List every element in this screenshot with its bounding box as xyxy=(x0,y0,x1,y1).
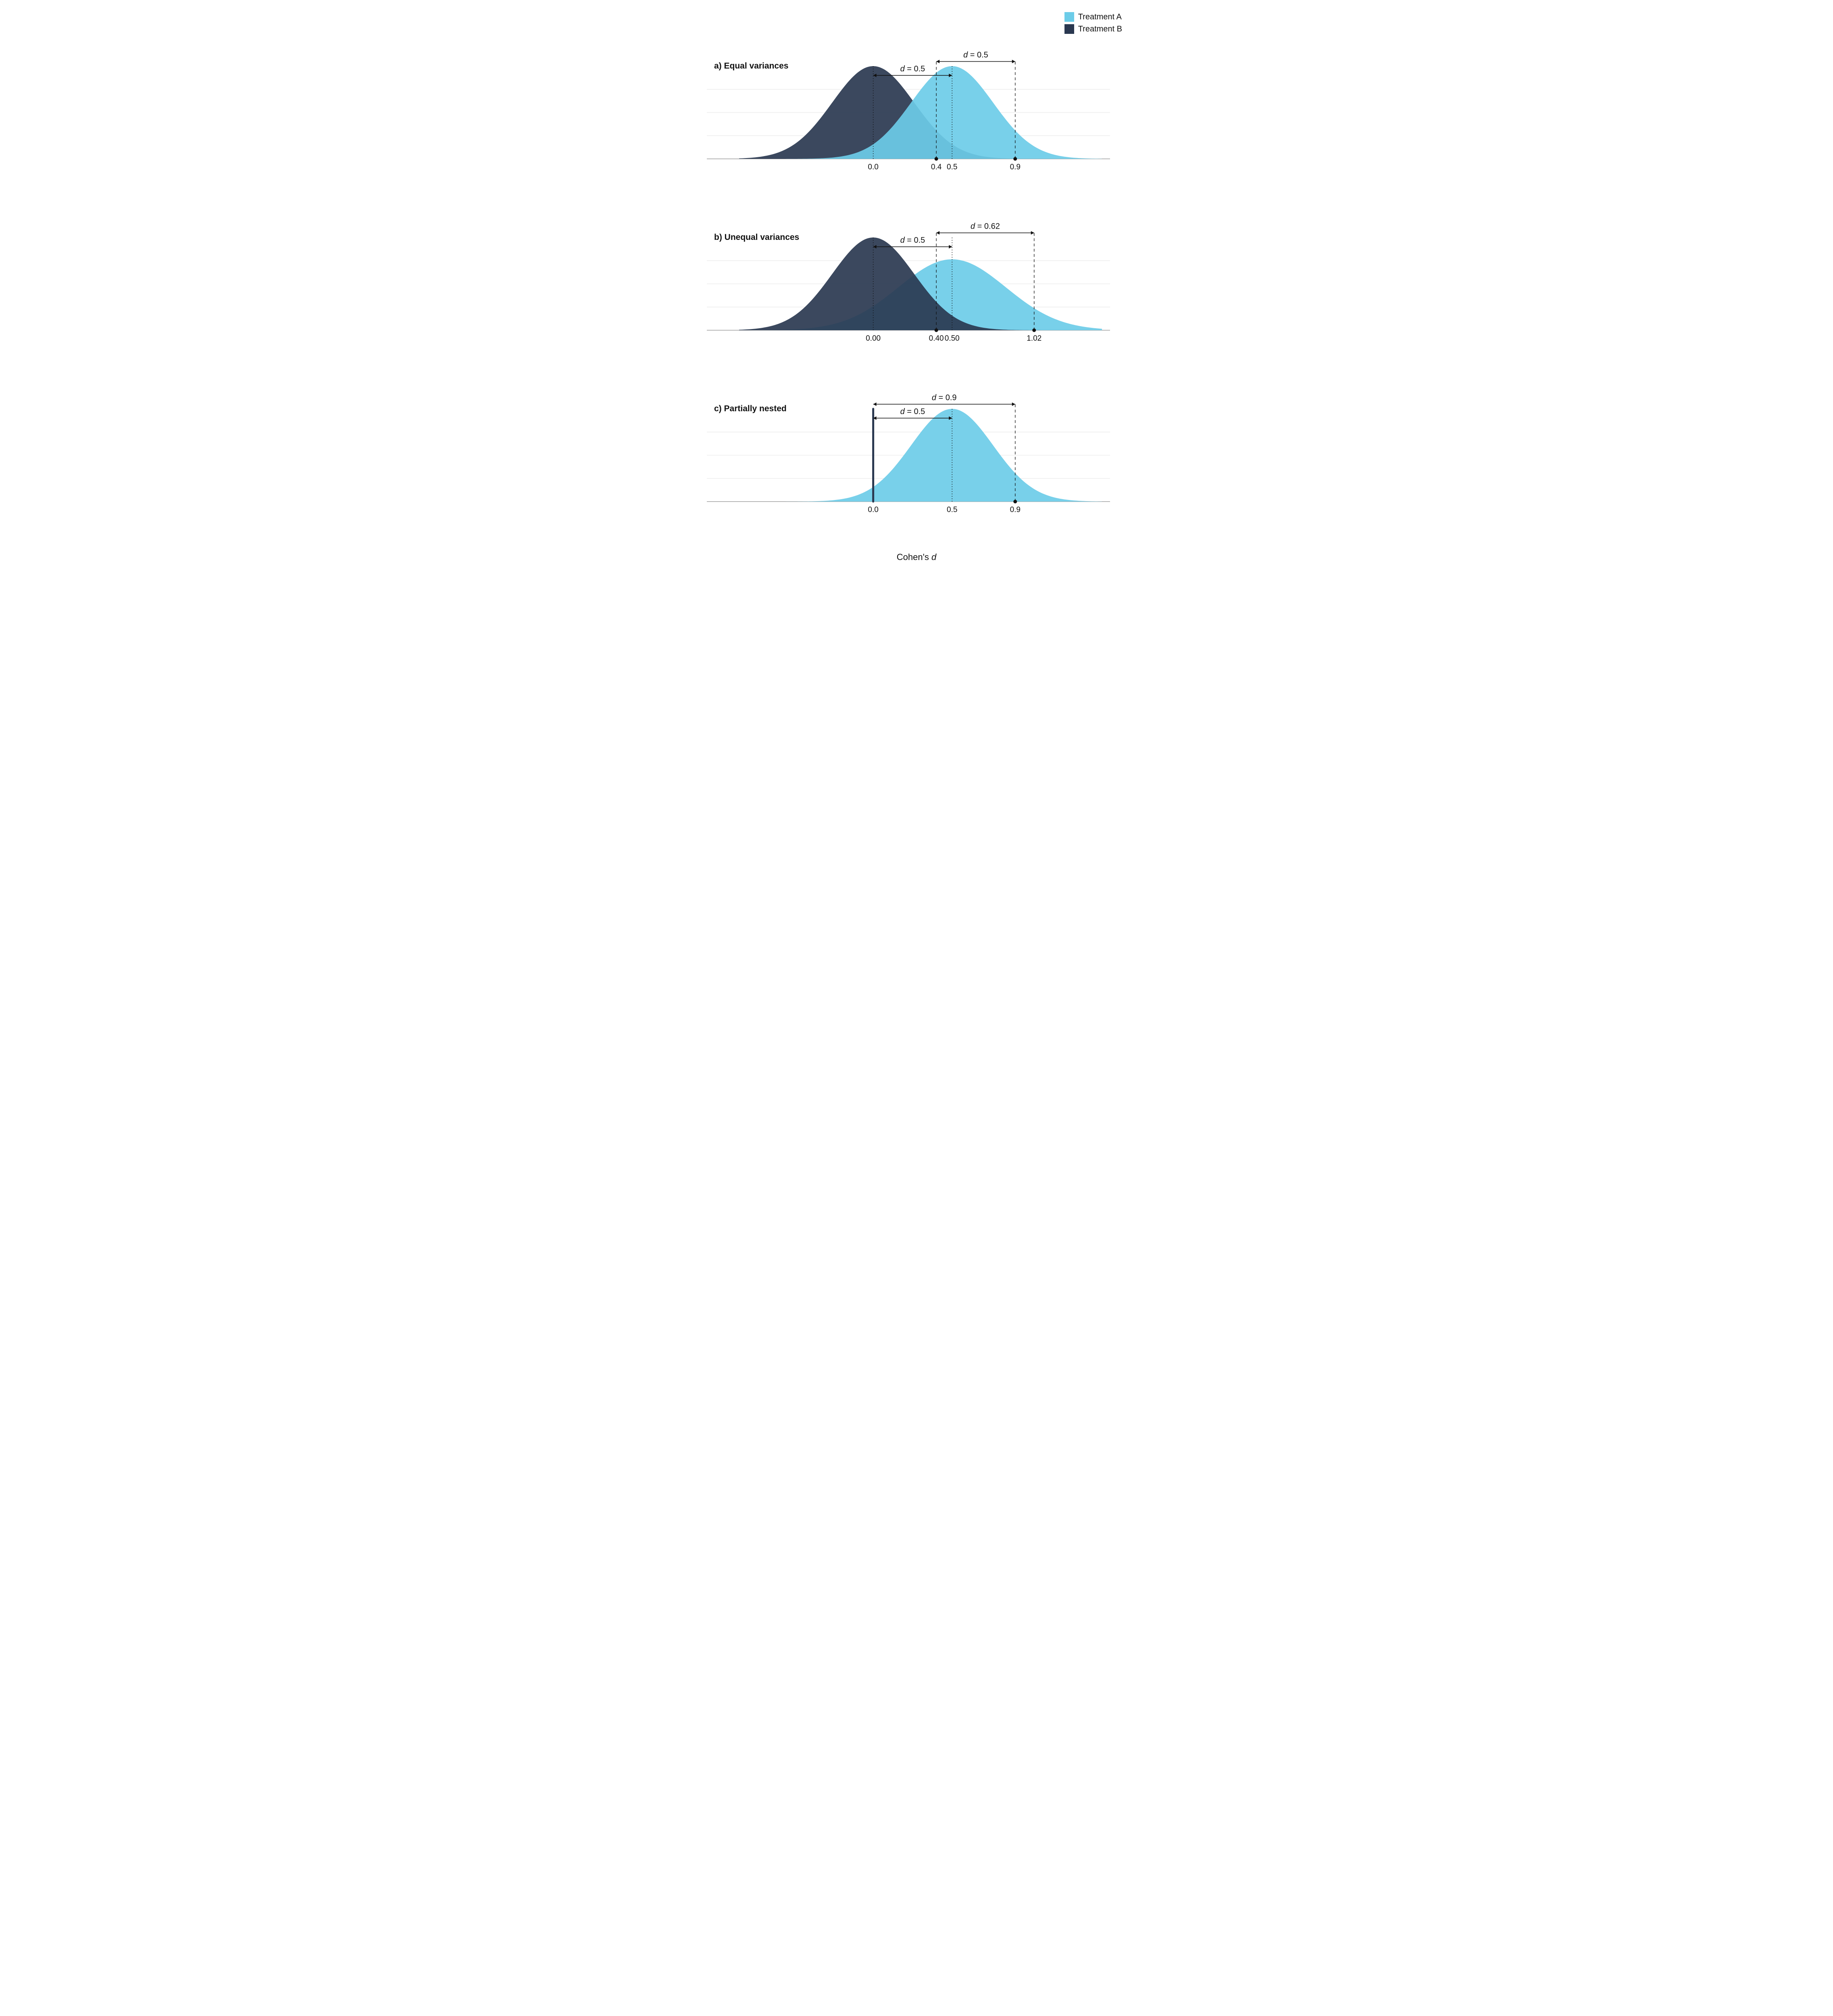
arrowhead-icon xyxy=(936,60,939,63)
annotation-label: d = 0.5 xyxy=(900,65,925,73)
legend-item: Treatment B xyxy=(1064,24,1122,34)
panel-svg: d = 0.5 d = 0.62 b) Unequal variances 0.00 0… xyxy=(707,209,1110,362)
legend-swatch xyxy=(1064,24,1074,34)
reference-dot xyxy=(935,157,938,161)
x-tick-label: 0.9 xyxy=(1010,506,1021,514)
arrowhead-icon xyxy=(949,245,952,249)
panel: d = 0.5 d = 0.9 c) Partially nested 0.0 0.5 0… xyxy=(707,381,1126,536)
x-axis-title: Cohen's d xyxy=(707,552,1126,562)
arrowhead-icon xyxy=(1012,402,1015,406)
legend-item: Treatment A xyxy=(1064,12,1122,22)
annotation-label: d = 0.9 xyxy=(932,394,957,402)
x-tick-label: 1.02 xyxy=(1027,334,1041,343)
panel-title: b) Unequal variances xyxy=(714,233,799,242)
x-tick-label: 0.40 xyxy=(929,334,944,343)
reference-dot xyxy=(1013,500,1017,504)
legend-swatch xyxy=(1064,12,1074,22)
x-tick-label: 0.0 xyxy=(868,506,878,514)
panel-svg: d = 0.5 d = 0.5 a) Equal variances 0.0 0.4 0.… xyxy=(707,38,1110,191)
panel: d = 0.5 d = 0.62 b) Unequal variances 0.00 0… xyxy=(707,209,1126,364)
annotation-label: d = 0.62 xyxy=(971,222,1000,231)
panels-container: d = 0.5 d = 0.5 a) Equal variances 0.0 0.4 0.… xyxy=(707,38,1126,536)
reference-dot xyxy=(1032,329,1036,332)
annotation-label: d = 0.5 xyxy=(900,407,925,416)
arrowhead-icon xyxy=(1031,231,1034,235)
legend: Treatment A Treatment B xyxy=(1064,12,1122,34)
x-tick-label: 0.5 xyxy=(947,506,957,514)
annotation-label: d = 0.5 xyxy=(900,236,925,245)
panel-title: c) Partially nested xyxy=(714,404,787,413)
arrowhead-icon xyxy=(1012,60,1015,63)
arrowhead-icon xyxy=(936,231,939,235)
reference-dot xyxy=(1013,157,1017,161)
x-tick-label: 0.00 xyxy=(866,334,881,343)
panel: d = 0.5 d = 0.5 a) Equal variances 0.0 0.4 0.… xyxy=(707,38,1126,193)
annotation-label: d = 0.5 xyxy=(963,51,988,60)
x-tick-label: 0.9 xyxy=(1010,163,1021,171)
panel-title: a) Equal variances xyxy=(714,61,788,71)
legend-label: Treatment B xyxy=(1078,25,1122,34)
x-tick-label: 0.4 xyxy=(931,163,942,171)
figure-page: Treatment A Treatment B d = 0.5 d = 0.5 a) … xyxy=(699,0,1134,587)
reference-dot xyxy=(935,329,938,332)
arrowhead-icon xyxy=(873,402,877,406)
x-tick-label: 0.5 xyxy=(947,163,957,171)
x-tick-label: 0.50 xyxy=(945,334,960,343)
x-tick-label: 0.0 xyxy=(868,163,878,171)
panel-svg: d = 0.5 d = 0.9 c) Partially nested 0.0 0.5 0… xyxy=(707,381,1110,534)
legend-label: Treatment A xyxy=(1078,12,1122,22)
